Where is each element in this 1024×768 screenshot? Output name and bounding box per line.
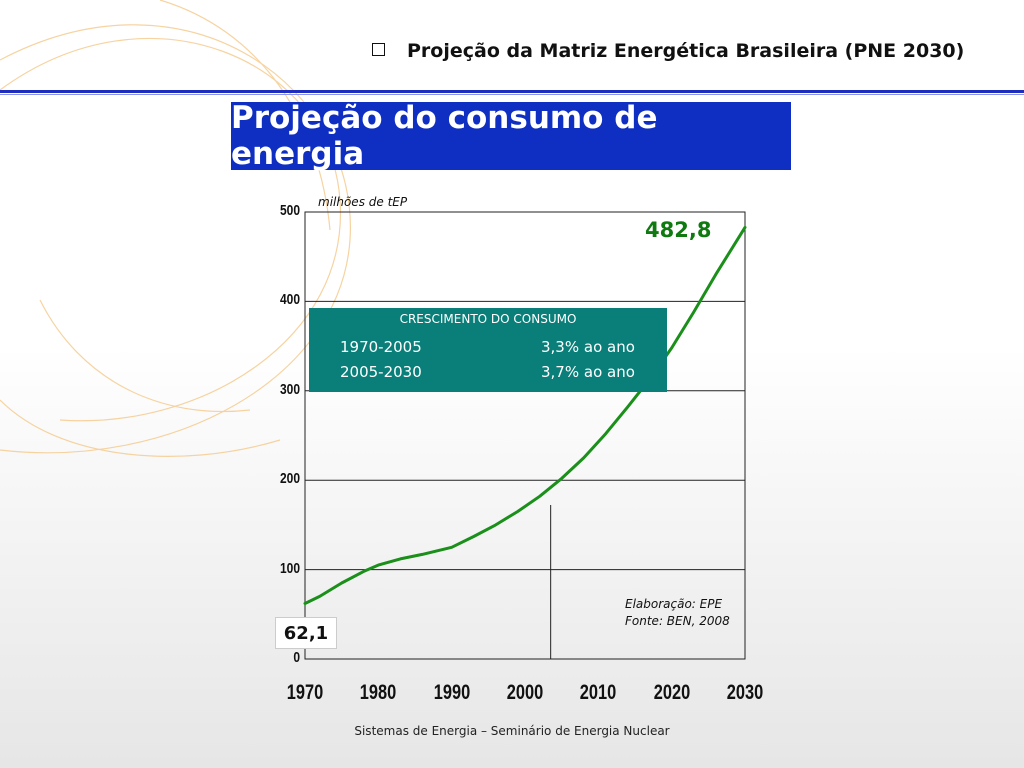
y-tick-label: 0 <box>293 649 300 666</box>
growth-rate-2: 3,7% ao ano <box>541 363 635 381</box>
arc-3 <box>39 299 251 413</box>
slide-title: Projeção do consumo de energia <box>231 100 791 172</box>
source-data: Fonte: BEN, 2008 <box>625 614 730 628</box>
source-elaboration: Elaboração: EPE <box>625 597 723 611</box>
x-tick-label: 2020 <box>653 681 690 704</box>
y-axis-unit-label: milhões de tEP <box>318 195 408 209</box>
consumption-series-line <box>303 225 747 605</box>
footer-text: Sistemas de Energia – Seminário de Energ… <box>354 724 670 738</box>
start-value-label: 62,1 <box>275 617 337 649</box>
y-tick-label: 400 <box>279 291 300 309</box>
growth-box-title: CRESCIMENTO DO CONSUMO <box>399 312 577 326</box>
header-rule <box>0 90 1024 93</box>
growth-period-2: 2005-2030 <box>340 363 422 381</box>
x-tick-label: 1970 <box>286 681 324 704</box>
x-tick-label: 1990 <box>433 681 470 704</box>
x-tick-label: 2030 <box>726 681 764 704</box>
growth-rate-1: 3,3% ao ano <box>541 338 635 356</box>
header-rule-thin <box>0 94 1024 95</box>
x-tick-label: 1980 <box>360 681 397 704</box>
arc-5 <box>159 0 331 231</box>
end-value-label: 482,8 <box>645 218 712 242</box>
plot-frame <box>304 211 746 660</box>
header-title-text: Projeção da Matriz Energética Brasileira… <box>407 40 965 62</box>
checkbox-bullet-icon <box>372 43 385 56</box>
y-tick-label: 200 <box>279 470 300 488</box>
x-tick-label: 2010 <box>580 681 617 704</box>
growth-period-1: 1970-2005 <box>340 338 422 356</box>
arc-2 <box>0 24 351 454</box>
y-tick-label: 100 <box>279 559 300 577</box>
x-tick-label: 2000 <box>506 681 544 704</box>
source-note: Elaboração: EPE Fonte: BEN, 2008 <box>625 596 730 630</box>
arc-1 <box>0 38 341 422</box>
y-tick-label: 500 <box>279 202 300 219</box>
y-tick-label: 300 <box>279 380 300 398</box>
growth-box: CRESCIMENTO DO CONSUMO 1970-2005 3,3% ao… <box>309 308 667 392</box>
header-title: Projeção da Matriz Energética Brasileira… <box>372 40 964 62</box>
arc-4 <box>0 399 281 457</box>
